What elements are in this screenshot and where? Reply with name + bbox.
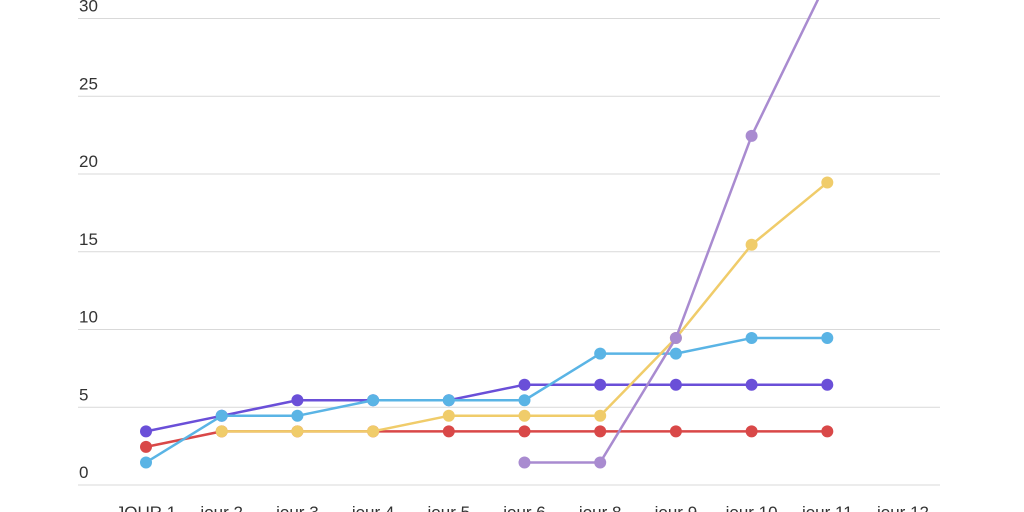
x-tick-label: jour 9 — [654, 503, 698, 512]
data-point — [821, 425, 834, 438]
data-point — [291, 409, 304, 422]
x-axis: JOUR 1 jour 2 jour 3 jour 4 jour 5 jour 6 jour… — [116, 503, 929, 512]
y-tick-label: 30 — [79, 0, 98, 16]
series-line — [145, 336, 828, 464]
data-point — [669, 347, 682, 360]
data-point — [518, 425, 531, 438]
data-point — [140, 440, 152, 453]
x-tick-label: JOUR 1 — [116, 503, 176, 512]
x-tick-label: jour 10 — [725, 503, 778, 512]
data-point — [594, 425, 607, 438]
grid-layer — [78, 18, 940, 486]
x-tick-label: jour 8 — [578, 503, 622, 512]
x-tick-label: jour 5 — [427, 503, 471, 512]
data-point — [367, 394, 380, 407]
series-3 — [140, 332, 834, 469]
data-point — [215, 409, 228, 422]
data-point — [594, 347, 607, 360]
data-point — [821, 378, 834, 391]
data-point — [442, 425, 455, 438]
data-point — [291, 394, 304, 407]
data-point — [745, 129, 758, 142]
data-point — [518, 456, 531, 469]
data-point — [745, 378, 758, 391]
data-point — [442, 409, 455, 422]
data-point — [821, 176, 834, 189]
data-point — [140, 425, 152, 438]
x-tick-label: jour 12 — [876, 503, 929, 512]
data-point — [821, 332, 834, 345]
data-point — [594, 456, 607, 469]
series-line — [524, 0, 820, 464]
series-line — [145, 430, 828, 449]
data-point — [594, 409, 607, 422]
data-point — [442, 394, 455, 407]
y-tick-label: 10 — [79, 308, 98, 327]
y-tick-label: 0 — [79, 463, 88, 482]
data-point — [669, 425, 682, 438]
y-tick-label: 20 — [79, 152, 98, 171]
x-tick-label: jour 11 — [801, 503, 853, 512]
data-point — [215, 425, 228, 438]
data-point — [367, 425, 380, 438]
x-tick-label: jour 6 — [502, 503, 546, 512]
series-2 — [140, 425, 834, 453]
data-point — [669, 332, 682, 345]
data-point — [594, 378, 607, 391]
x-tick-label: jour 4 — [351, 503, 395, 512]
series-line — [221, 181, 829, 433]
y-tick-label: 25 — [79, 74, 98, 93]
y-axis: 0 5 10 15 20 25 30 — [79, 0, 98, 482]
series-line — [145, 383, 828, 433]
data-point — [745, 332, 758, 345]
x-tick-label: jour 2 — [199, 503, 243, 512]
y-tick-label: 5 — [79, 385, 88, 404]
series-5 — [518, 0, 820, 469]
data-point — [745, 425, 758, 438]
data-point — [518, 378, 531, 391]
data-point — [518, 394, 531, 407]
y-tick-label: 15 — [79, 230, 98, 249]
series-layer — [140, 0, 834, 469]
data-point — [291, 425, 304, 438]
data-point — [745, 238, 758, 251]
series-1 — [140, 378, 834, 438]
data-point — [518, 409, 531, 422]
x-tick-label: jour 3 — [275, 503, 319, 512]
data-point — [140, 456, 152, 469]
data-point — [669, 378, 682, 391]
